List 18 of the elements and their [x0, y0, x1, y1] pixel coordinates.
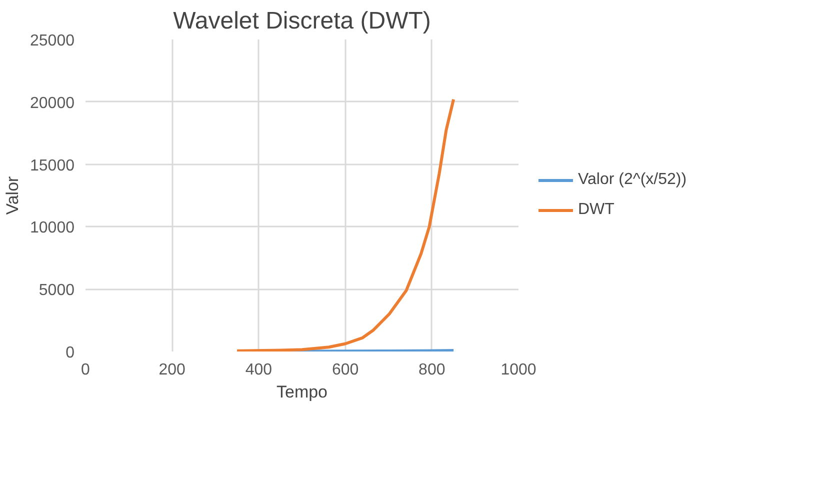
line-series [236, 98, 456, 352]
y-tick-label: 10000 [30, 220, 75, 237]
legend-label: DWT [578, 201, 614, 219]
y-tick-label: 15000 [30, 157, 75, 174]
y-axis-title: Valor [3, 176, 22, 215]
y-tick-label: 25000 [30, 32, 75, 50]
x-tick-label: 400 [245, 362, 272, 378]
x-tick-label: 200 [158, 362, 186, 378]
x-axis-title: Tempo [276, 382, 328, 402]
x-tick-label: 800 [418, 362, 446, 378]
y-tick-label: 5000 [38, 282, 75, 300]
legend-label: Valor (2^(x/52)) [578, 171, 687, 189]
y-tick-label: 0 [66, 344, 75, 362]
y-tick-label: 20000 [30, 94, 75, 112]
x-tick-label: 600 [332, 362, 359, 378]
x-tick-label: 1000 [500, 362, 536, 378]
chart-title: Wavelet Discreta (DWT) [173, 8, 431, 34]
x-tick-label: 0 [81, 362, 90, 378]
